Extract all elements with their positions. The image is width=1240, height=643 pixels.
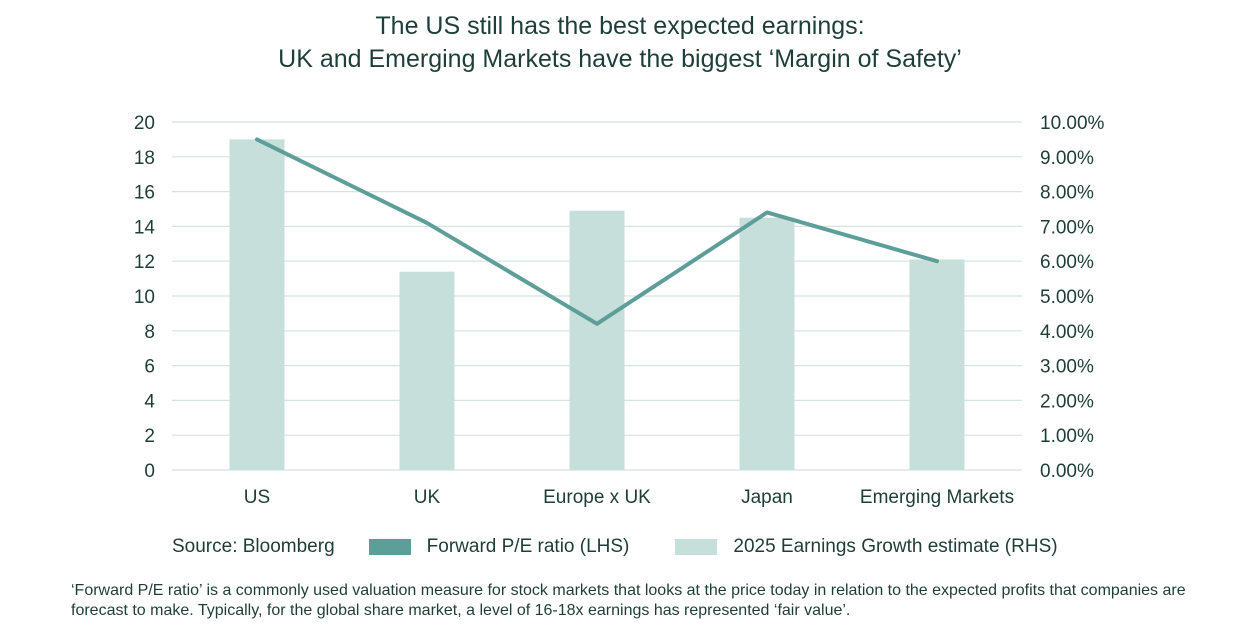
x-tick-label: Emerging Markets	[860, 487, 1014, 508]
x-tick-label: Europe x UK	[543, 487, 651, 508]
y-right-tick-label: 4.00%	[1040, 322, 1094, 343]
y-left-tick-label: 0	[144, 461, 155, 482]
bar-5	[909, 259, 965, 470]
x-tick-label: Japan	[741, 487, 793, 508]
y-right-tick-label: 10.00%	[1040, 113, 1105, 134]
x-tick-label: UK	[414, 487, 441, 508]
y-left-tick-label: 14	[134, 217, 156, 238]
combo-chart: 0 0.00% 2 1.00% 4 2.00% 6 3.00% 8 4.00% 10 5.00% 12 6…	[134, 113, 1105, 508]
y-left-tick-label: 20	[134, 113, 155, 134]
y-left-tick-label: 12	[134, 252, 155, 273]
y-left-tick-label: 16	[134, 183, 155, 204]
y-right-tick-label: 5.00%	[1040, 287, 1094, 308]
source-label: Source: Bloomberg	[172, 536, 335, 557]
legend-swatch-line	[368, 539, 411, 555]
bar-2	[399, 271, 455, 470]
bar-4	[739, 217, 795, 470]
y-right-tick-label: 2.00%	[1040, 391, 1094, 412]
chart-legend: Source: Bloomberg Forward P/E ratio (LHS…	[172, 535, 1104, 559]
y-right-tick-label: 7.00%	[1040, 217, 1094, 238]
x-tick-label: US	[244, 487, 270, 508]
legend-swatch-bar	[675, 539, 718, 555]
y-right-tick-label: 3.00%	[1040, 357, 1094, 378]
bar-3	[569, 210, 625, 471]
y-right-tick-label: 6.00%	[1040, 252, 1094, 273]
y-left-tick-label: 10	[134, 287, 155, 308]
y-left-tick-label: 18	[134, 148, 155, 169]
y-right-tick-label: 8.00%	[1040, 183, 1094, 204]
y-right-tick-label: 1.00%	[1040, 426, 1094, 447]
y-left-tick-label: 2	[144, 426, 155, 447]
bar-1	[229, 139, 285, 470]
y-left-tick-label: 4	[144, 391, 155, 412]
y-right-tick-label: 0.00%	[1040, 461, 1094, 482]
y-right-tick-label: 9.00%	[1040, 148, 1094, 169]
legend-item-bar: 2025 Earnings Growth estimate (RHS)	[675, 536, 1058, 558]
y-left-tick-label: 8	[144, 322, 155, 343]
legend-label-bar: 2025 Earnings Growth estimate (RHS)	[733, 536, 1058, 557]
footnote: ‘Forward P/E ratio’ is a commonly used v…	[71, 582, 1186, 619]
chart-title: The US still has the best expected earni…	[0, 10, 1240, 76]
y-left-tick-label: 6	[144, 357, 155, 378]
chart-title-line-1: The US still has the best expected earni…	[375, 12, 865, 40]
chart-title-line-2: UK and Emerging Markets have the biggest…	[278, 45, 962, 73]
legend-item-line: Forward P/E ratio (LHS)	[368, 536, 630, 558]
legend-label-line: Forward P/E ratio (LHS)	[426, 536, 630, 557]
